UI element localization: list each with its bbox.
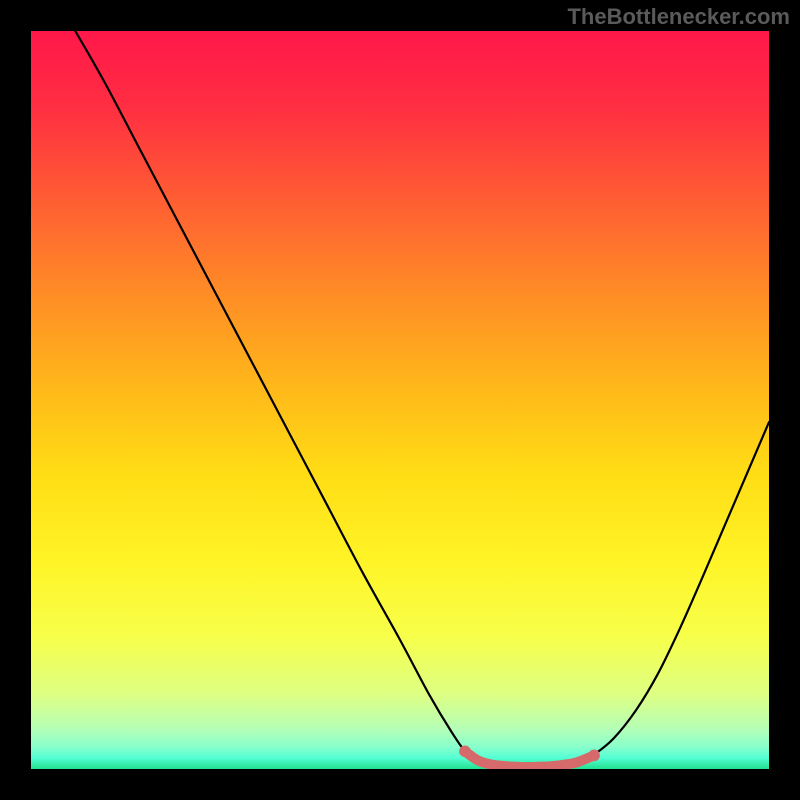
valley-marker-dot <box>459 745 471 757</box>
chart-svg <box>31 31 769 769</box>
valley-marker-dot <box>573 757 583 767</box>
chart-frame: TheBottlenecker.com <box>0 0 800 800</box>
gradient-background <box>31 31 769 769</box>
attribution-label: TheBottlenecker.com <box>567 4 790 30</box>
valley-marker-dot <box>588 750 600 762</box>
valley-marker-dot <box>485 759 495 769</box>
valley-marker-dot <box>472 755 482 765</box>
plot-area <box>31 31 769 769</box>
